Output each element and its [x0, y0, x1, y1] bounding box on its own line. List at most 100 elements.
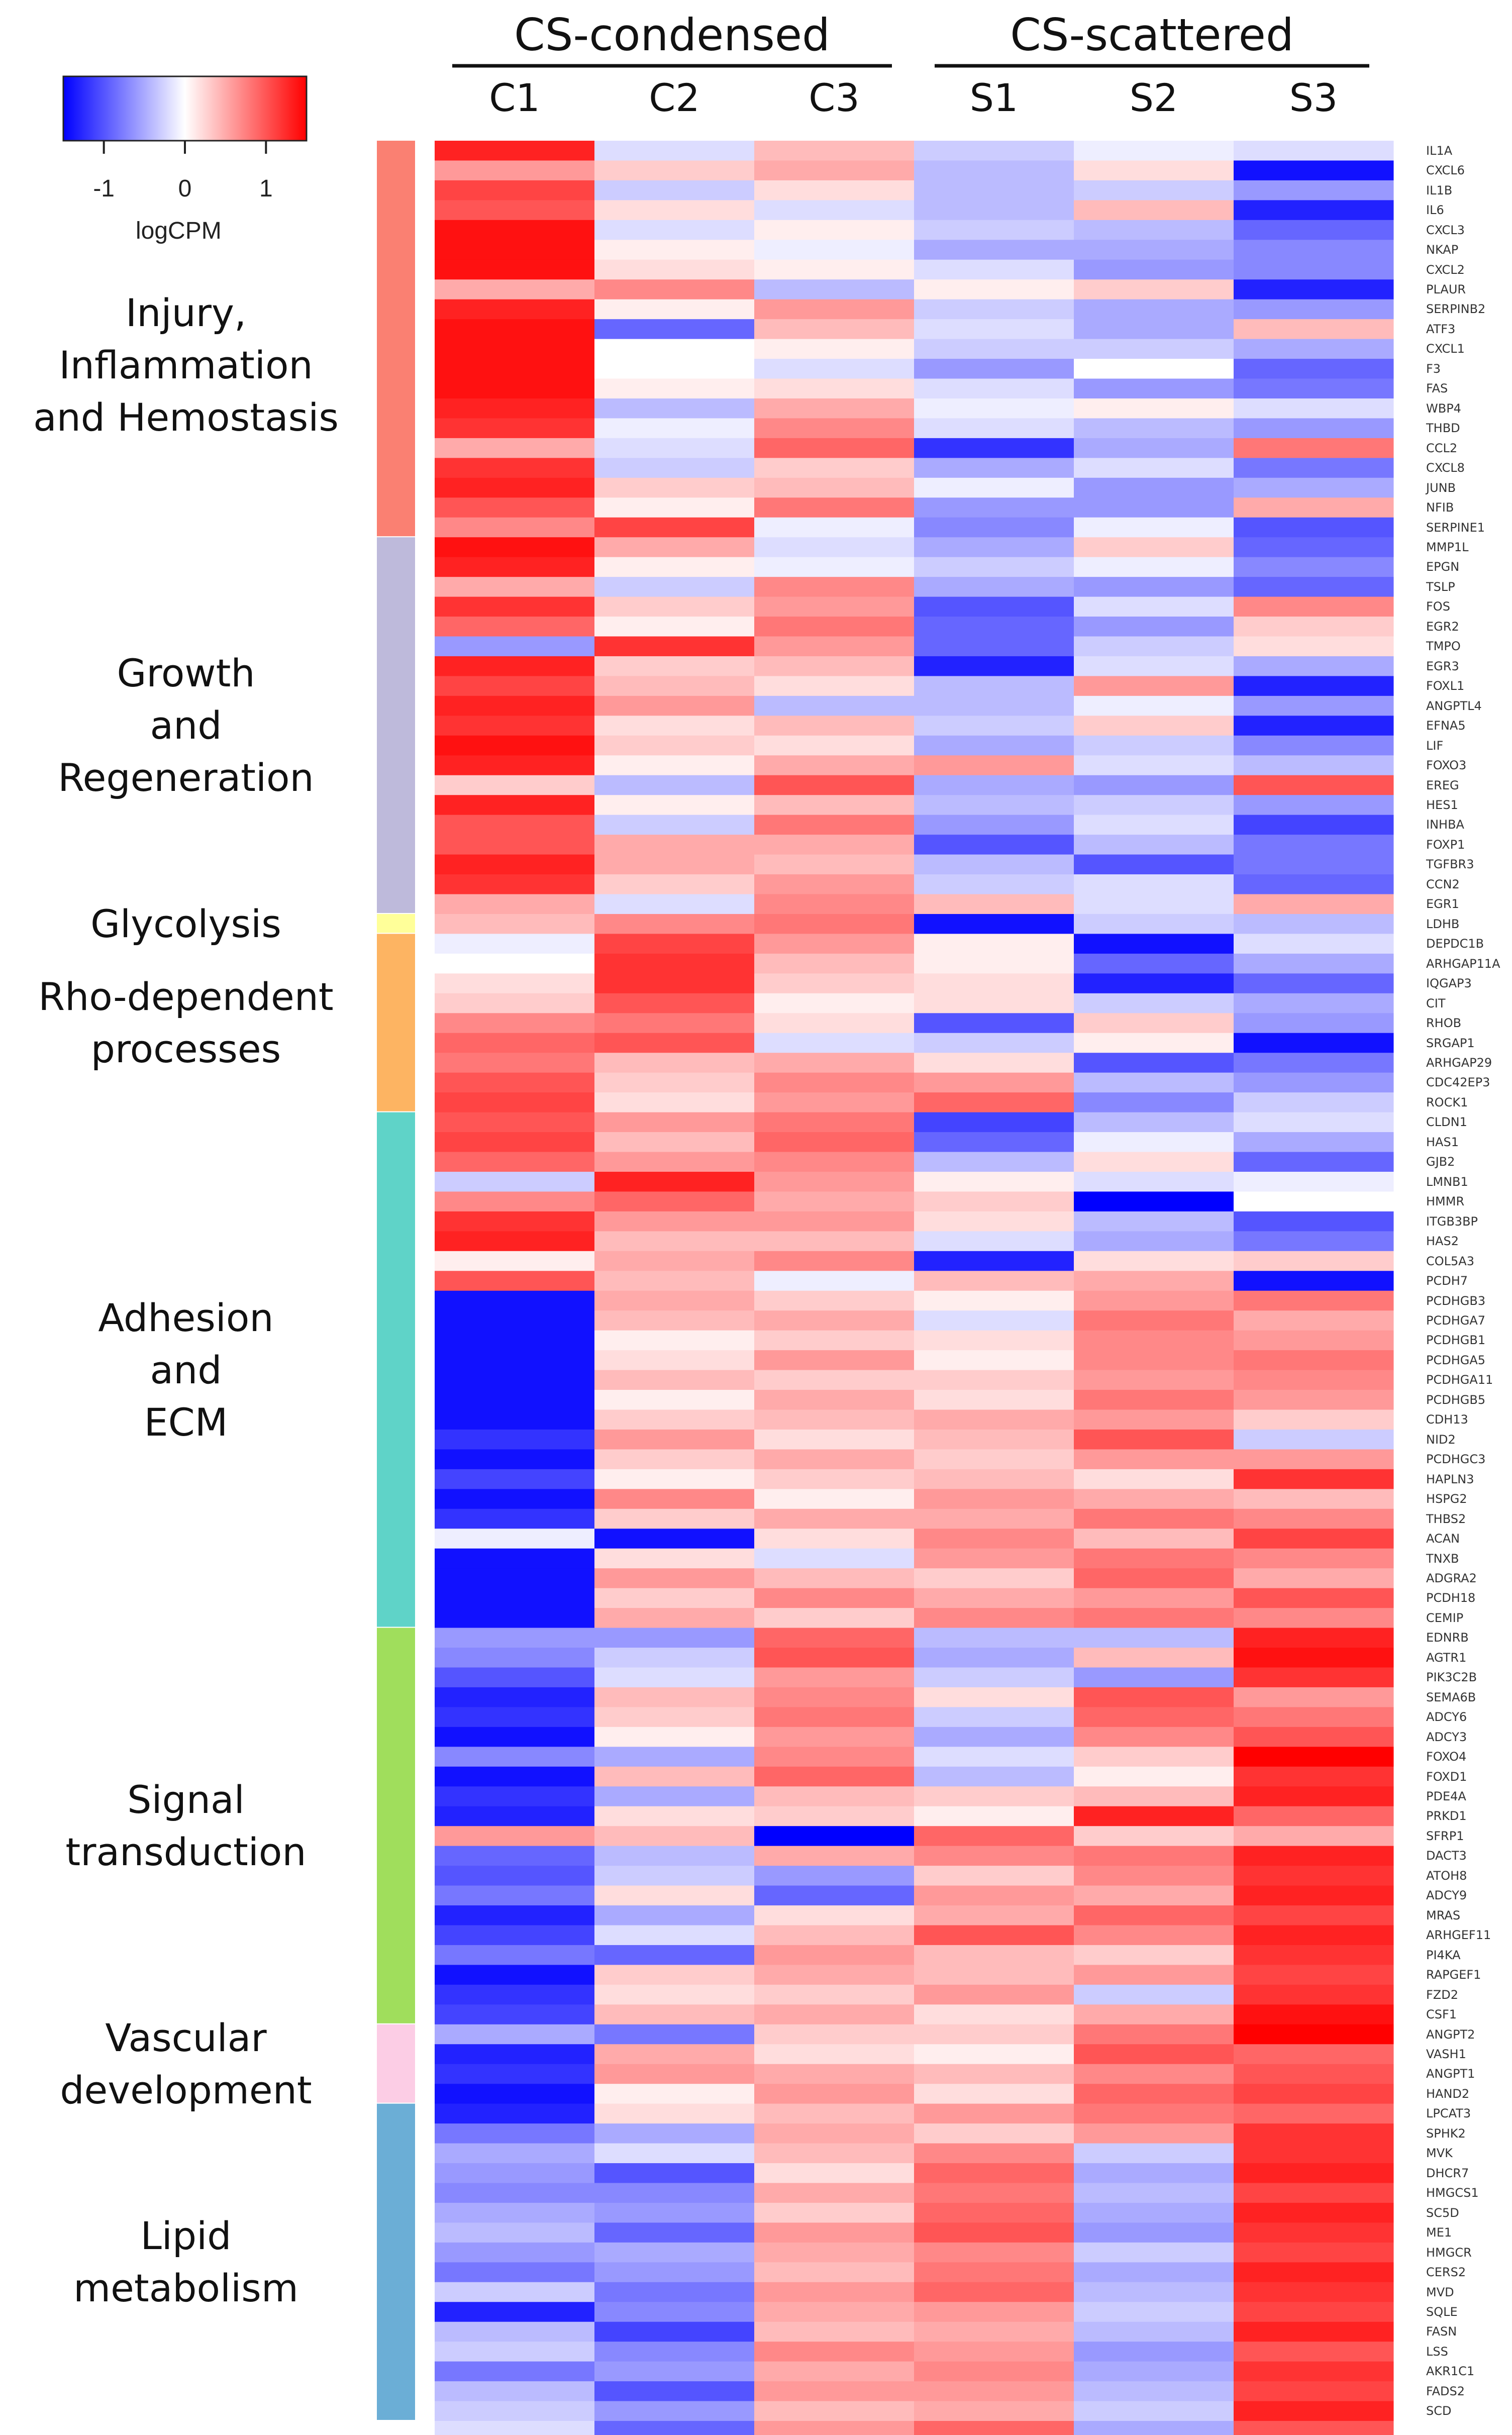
heatmap-cell	[435, 1866, 595, 1886]
gene-label: EPGN	[1426, 560, 1460, 574]
heatmap-cell	[1074, 1885, 1234, 1906]
heatmap-cell	[1074, 815, 1234, 835]
heatmap-cell	[594, 1489, 755, 1509]
heatmap-cell	[594, 1092, 755, 1113]
heatmap-cell	[1234, 1290, 1394, 1311]
gene-label: ADCY3	[1426, 1730, 1467, 1744]
heatmap-cell	[435, 517, 595, 538]
heatmap-cell	[435, 1628, 595, 1648]
heatmap-cell	[435, 477, 595, 498]
heatmap-cell	[754, 477, 915, 498]
heatmap-cell	[435, 2242, 595, 2263]
gene-label: INHBA	[1426, 818, 1464, 832]
heatmap-cell	[1234, 517, 1394, 538]
heatmap-cell	[1234, 1449, 1394, 1470]
heatmap-cell	[1234, 2282, 1394, 2302]
heatmap-cell	[754, 1013, 915, 1034]
heatmap-cell	[435, 1925, 595, 1946]
heatmap-cell	[1074, 2103, 1234, 2124]
heatmap-cell	[1234, 1529, 1394, 1549]
heatmap-cell	[754, 2381, 915, 2402]
heatmap-cell	[754, 1310, 915, 1331]
heatmap-cell	[594, 1290, 755, 1311]
heatmap-cell	[914, 1786, 1074, 1807]
heatmap-cell	[1074, 1350, 1234, 1371]
gene-label: PDE4A	[1426, 1789, 1466, 1803]
heatmap-cell	[594, 1231, 755, 1252]
heatmap-cell	[1234, 220, 1394, 240]
heatmap-cell	[754, 1211, 915, 1232]
heatmap-cell	[1234, 1072, 1394, 1093]
gene-label: FAS	[1426, 381, 1448, 396]
heatmap-cell	[1074, 438, 1234, 458]
gene-label: SPHK2	[1426, 2126, 1466, 2141]
heatmap-cell	[754, 2084, 915, 2104]
heatmap-cell	[1234, 2381, 1394, 2402]
heatmap-cell	[435, 2401, 595, 2421]
heatmap-cell	[1234, 1508, 1394, 1529]
heatmap-cell	[435, 200, 595, 221]
gene-label: HAS1	[1426, 1135, 1459, 1149]
heatmap-cell	[1074, 735, 1234, 756]
heatmap-cell	[914, 2004, 1074, 2025]
heatmap-cell	[754, 2103, 915, 2124]
heatmap-cell	[1234, 1945, 1394, 1965]
heatmap-cell	[594, 2342, 755, 2362]
heatmap-cell	[1234, 874, 1394, 895]
heatmap-cell	[1234, 676, 1394, 696]
heatmap-cell	[754, 2282, 915, 2302]
heatmap-cell	[754, 259, 915, 280]
gene-label: SRGAP1	[1426, 1036, 1475, 1050]
heatmap-cell	[1234, 2222, 1394, 2243]
heatmap-cell	[1074, 1429, 1234, 1450]
heatmap-cell	[435, 993, 595, 1013]
heatmap-cell	[594, 1925, 755, 1946]
category-bar-segment	[377, 537, 415, 913]
group-title-condensed: CS-condensed	[514, 9, 830, 61]
heatmap-cell	[1074, 577, 1234, 597]
heatmap-cell	[1234, 854, 1394, 875]
heatmap-cell	[594, 2321, 755, 2342]
heatmap-cell	[754, 1429, 915, 1450]
heatmap-cell	[1234, 596, 1394, 617]
heatmap-cell	[435, 1786, 595, 1807]
heatmap-cell	[594, 1350, 755, 1371]
legend-color-bar	[62, 75, 308, 142]
gene-label: ARHGEF11	[1426, 1928, 1491, 1943]
heatmap-cell	[594, 141, 755, 161]
gene-label: WBP4	[1426, 401, 1461, 416]
gene-label: IL1B	[1426, 183, 1453, 197]
heatmap-cell	[435, 557, 595, 577]
heatmap-cell	[435, 1370, 595, 1390]
heatmap-cell	[1234, 2103, 1394, 2124]
heatmap-cell	[1234, 299, 1394, 320]
gene-label: FOXP1	[1426, 837, 1465, 852]
heatmap-cell	[435, 2123, 595, 2144]
heatmap-cell	[914, 993, 1074, 1013]
heatmap-cell	[594, 160, 755, 181]
heatmap-cell	[914, 1092, 1074, 1113]
heatmap-cell	[754, 815, 915, 835]
heatmap-cell	[435, 1053, 595, 1073]
heatmap-cell	[435, 1965, 595, 1985]
heatmap-cell	[1074, 1866, 1234, 1886]
heatmap-cell	[594, 1667, 755, 1688]
gene-label: CXCL1	[1426, 342, 1465, 356]
heatmap-cell	[594, 695, 755, 716]
heatmap-cell	[594, 2123, 755, 2144]
heatmap-cell	[435, 359, 595, 379]
heatmap-cell	[914, 2242, 1074, 2263]
heatmap-cell	[1234, 339, 1394, 359]
heatmap-cell	[435, 636, 595, 657]
heatmap-cell	[754, 2242, 915, 2263]
gene-label: ROCK1	[1426, 1095, 1468, 1109]
heatmap-cell	[914, 596, 1074, 617]
category-label: Injury, Inflammation and Hemostasis	[33, 290, 339, 440]
heatmap-cell	[435, 2381, 595, 2402]
heatmap-cell	[1234, 497, 1394, 518]
heatmap-cell	[1234, 2183, 1394, 2203]
heatmap-cell	[1074, 1687, 1234, 1708]
gene-label: LPCAT3	[1426, 2106, 1471, 2121]
heatmap-cell	[435, 656, 595, 677]
heatmap-cell	[754, 1132, 915, 1153]
